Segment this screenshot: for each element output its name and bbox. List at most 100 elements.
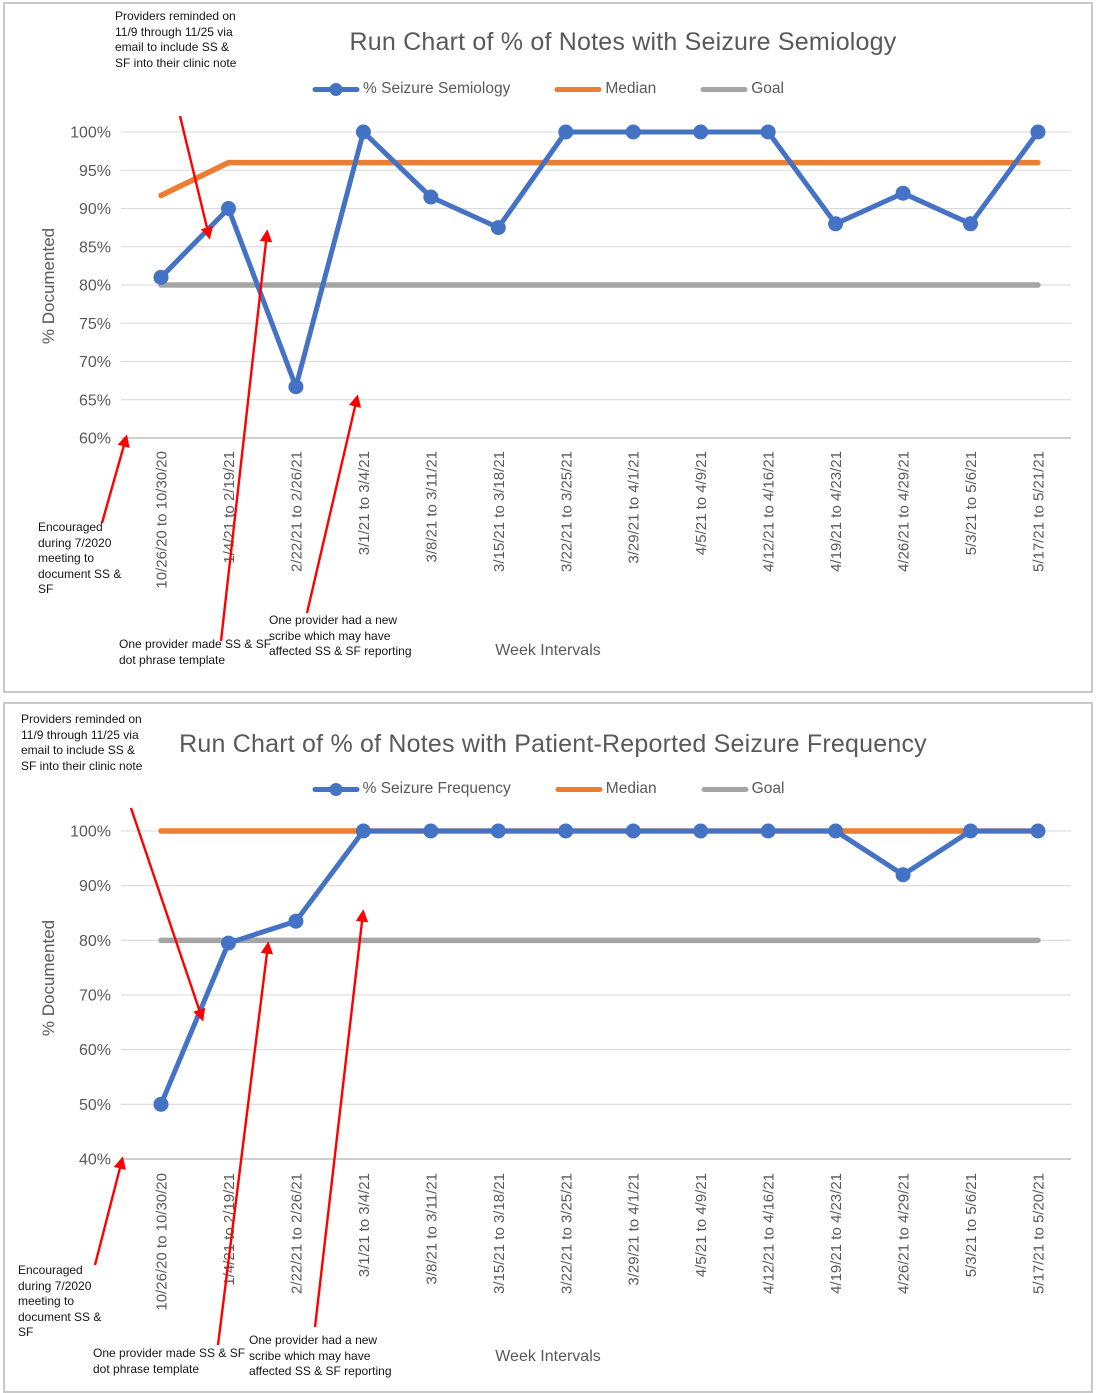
legend-label: Median [605,780,657,797]
legend-label: Median [605,80,657,97]
run-chart-seizure-semiology: 100% 95% 90% 85% 80% 75% 70% 65% 60% 10/26/20 to … [70,115,1071,642]
data-point-marker [963,823,979,839]
legend-item-median: Median [555,780,657,798]
x-category-label: 5/3/21 to 5/6/21 [963,451,980,555]
x-category-label: 3/8/21 to 3/11/21 [423,451,440,562]
legend-item-median: Median [554,80,656,98]
x-category-label: 10/26/20 to 10/30/20 [154,1173,171,1311]
legend-item-seizure-semiology: % Seizure Semiology [312,80,510,98]
legend-label: % Seizure Frequency [362,780,511,797]
annotation-arrow [219,229,273,642]
data-point-marker [355,823,371,839]
legend-label: Goal [751,780,785,797]
x-category-label: 3/22/21 to 3/25/21 [558,451,575,572]
chart-panel-seizure-frequency: Providers reminded on 11/9 through 11/25… [3,702,1093,1393]
x-category-label: 3/22/21 to 3/25/21 [558,1173,575,1294]
data-point-marker [423,189,439,205]
x-category-label: 5/17/21 to 5/21/21 [1031,451,1048,572]
annotation-arrow [313,909,369,1328]
annotation-arrow [216,941,274,1346]
x-category-label: 5/17/21 to 5/20/21 [1031,1173,1048,1294]
annotation-providers-reminded: Providers reminded on 11/9 through 11/25… [21,712,143,773]
y-tick-label: 75% [79,316,111,333]
legend-label: % Seizure Semiology [363,80,511,97]
x-category-label: 3/1/21 to 3/4/21 [356,451,373,555]
data-point-marker [1030,823,1046,839]
y-tick-label: 40% [79,1152,111,1169]
y-tick-label: 95% [79,163,111,180]
x-category-label: 3/1/21 to 3/4/21 [356,1173,373,1277]
annotation-new-scribe: One provider had a new scribe which may … [249,1333,392,1379]
y-tick-label: 90% [79,878,111,895]
y-tick-label: 80% [79,278,111,295]
legend-line-sample [554,86,602,92]
x-category-label: 4/12/21 to 4/16/21 [761,1173,778,1294]
series-line [158,828,1041,1107]
run-chart-seizure-frequency: 100% 90% 80% 70% 60% 50% 40% 10/26/20 to 10/30/… [70,807,1071,1346]
data-point-marker [288,913,304,929]
data-point-marker [153,269,169,285]
legend-item-goal: Goal [701,780,785,798]
data-point-marker [1030,124,1046,140]
legend-line-sample [700,86,748,92]
data-point-marker [963,216,979,232]
chart-panel-seizure-semiology: Providers reminded on 11/9 through 11/25… [3,2,1093,693]
x-axis-title: Week Intervals [495,1348,601,1365]
data-point-marker [895,185,911,201]
annotation-arrow [305,394,362,614]
data-point-marker [625,823,641,839]
data-point-marker [828,823,844,839]
y-tick-label: 65% [79,392,111,409]
data-point-marker [693,823,709,839]
x-category-label: 4/12/21 to 4/16/21 [761,451,778,572]
x-category-label: 4/19/21 to 4/23/21 [828,1173,845,1294]
data-point-marker [693,124,709,140]
x-axis-title: Week Intervals [495,642,601,659]
data-point-marker [895,867,911,883]
data-point-marker [625,124,641,140]
data-point-marker [220,935,236,951]
data-point-marker [760,823,776,839]
x-category-label: 3/15/21 to 3/18/21 [491,451,508,572]
data-point-marker [490,823,506,839]
annotation-dot-phrase: One provider made SS & SF dot phrase tem… [93,1346,246,1376]
x-category-label: 4/26/21 to 4/29/21 [896,1173,913,1294]
y-tick-label: 85% [79,239,111,256]
data-point-marker [220,201,236,216]
y-axis-title: % Documented [39,919,58,1037]
legend-line-sample [555,786,603,792]
legend-item-seizure-frequency: % Seizure Frequency [312,780,511,798]
x-category-label: 3/8/21 to 3/11/21 [423,1173,440,1284]
legend: % Seizure Semiology Median Goal [5,80,1091,98]
annotation-arrow [129,807,206,1022]
y-tick-label: 90% [79,201,111,218]
series-line [158,159,1041,199]
legend-line-marker-sample [312,782,360,796]
annotation-new-scribe: One provider had a new scribe which may … [269,613,412,659]
y-axis-title: % Documented [39,227,58,345]
legend-label: Goal [751,80,784,97]
x-category-label: 2/22/21 to 2/26/21 [288,451,305,572]
annotation-arrow [100,434,130,524]
annotation-encouraged: Encouraged during 7/2020 meeting to docu… [38,520,122,597]
annotation-providers-reminded: Providers reminded on 11/9 through 11/25… [115,9,237,70]
legend: % Seizure Frequency Median Goal [5,780,1091,798]
y-tick-label: 60% [79,431,111,448]
y-tick-label: 100% [70,125,111,142]
data-point-marker [490,220,506,236]
x-category-label: 1/4/21 to 2/19/21 [221,1173,238,1286]
data-point-marker [828,216,844,232]
x-category-label: 4/5/21 to 4/9/21 [693,451,710,555]
x-category-label: 4/19/21 to 4/23/21 [828,451,845,572]
x-category-label: 4/5/21 to 4/9/21 [693,1173,710,1277]
chart-title: Run Chart of % of Notes with Patient-Rep… [179,730,927,758]
y-tick-label: 60% [79,1042,111,1059]
x-category-label: 5/3/21 to 5/6/21 [963,1173,980,1277]
data-point-marker [558,124,574,140]
legend-item-goal: Goal [700,80,784,98]
y-tick-label: 70% [79,354,111,371]
data-point-marker [153,1096,169,1112]
y-tick-label: 50% [79,1097,111,1114]
annotation-encouraged: Encouraged during 7/2020 meeting to docu… [18,1263,102,1340]
